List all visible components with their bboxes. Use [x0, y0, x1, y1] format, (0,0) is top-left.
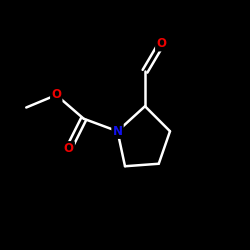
Text: O: O	[156, 37, 166, 50]
Text: O: O	[51, 88, 61, 102]
Text: N: N	[112, 125, 122, 138]
Text: O: O	[64, 142, 74, 155]
